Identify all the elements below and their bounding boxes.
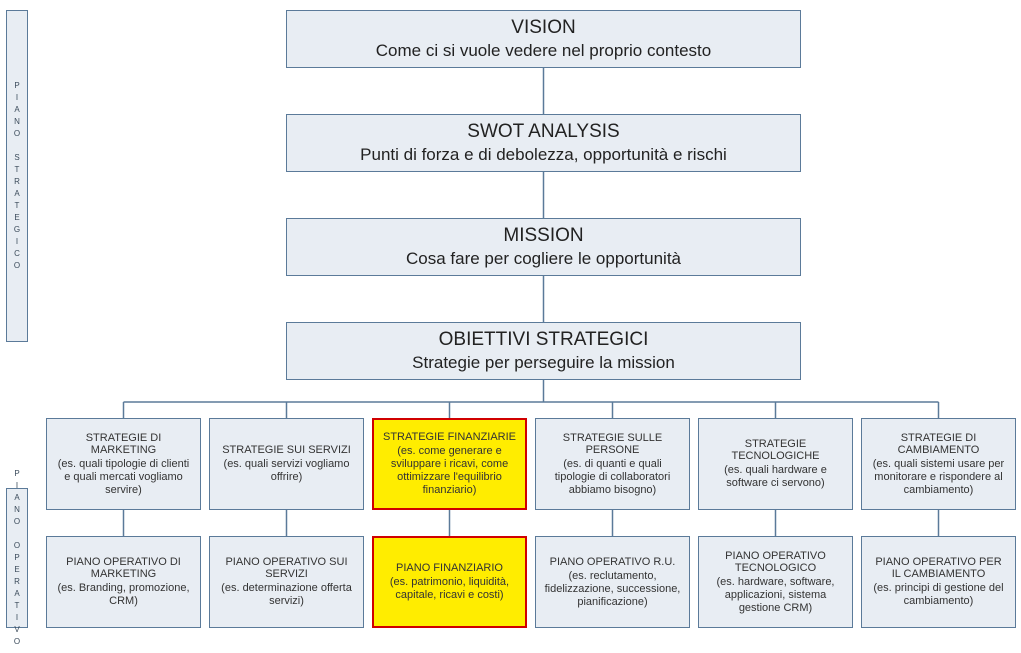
plan-node-0: PIANO OPERATIVO DI MARKETING(es. Brandin… xyxy=(46,536,201,628)
small-node-sub: (es. principi di gestione del cambiament… xyxy=(870,582,1007,608)
small-node-title: PIANO OPERATIVO DI MARKETING xyxy=(55,556,192,580)
small-node-sub: (es. quali servizi vogliamo offrire) xyxy=(218,458,355,484)
top-node-title: VISION xyxy=(511,17,575,39)
top-node-sub: Come ci si vuole vedere nel proprio cont… xyxy=(376,41,711,61)
strategy-node-1: STRATEGIE SUI SERVIZI (es. quali servizi … xyxy=(209,418,364,510)
plan-node-4: PIANO OPERATIVO TECNOLOGICO(es. hardware… xyxy=(698,536,853,628)
top-node-title: OBIETTIVI STRATEGICI xyxy=(439,329,649,351)
strategy-node-4: STRATEGIE TECNOLOGICHE(es. quali hardwar… xyxy=(698,418,853,510)
small-node-sub: (es. quali hardware e software ci servon… xyxy=(707,464,844,490)
small-node-title: STRATEGIE TECNOLOGICHE xyxy=(707,438,844,462)
plan-node-3: PIANO OPERATIVO R.U. (es. reclutamento, f… xyxy=(535,536,690,628)
small-node-sub: (es. patrimonio, liquidità, capitale, ri… xyxy=(382,576,517,602)
top-node-3: OBIETTIVI STRATEGICIStrategie per perseg… xyxy=(286,322,801,380)
small-node-sub: (es. determinazione offerta servizi) xyxy=(218,582,355,608)
small-node-title: PIANO OPERATIVO TECNOLOGICO xyxy=(707,550,844,574)
strategy-node-2: STRATEGIE FINANZIARIE (es. come generare … xyxy=(372,418,527,510)
small-node-title: STRATEGIE DI CAMBIAMENTO xyxy=(870,432,1007,456)
diagram-area: VISIONCome ci si vuole vedere nel propri… xyxy=(36,0,1021,653)
small-node-sub: (es. Branding, promozione, CRM) xyxy=(55,582,192,608)
plan-node-2: PIANO FINANZIARIO (es. patrimonio, liquid… xyxy=(372,536,527,628)
small-node-title: STRATEGIE SULLE PERSONE xyxy=(544,432,681,456)
top-node-sub: Punti di forza e di debolezza, opportuni… xyxy=(360,145,727,165)
top-node-title: SWOT ANALYSIS xyxy=(467,121,619,143)
side-label-strategic: PIANO STRATEGICO xyxy=(6,10,28,342)
small-node-sub: (es. hardware, software, applicazioni, s… xyxy=(707,576,844,615)
plan-node-5: PIANO OPERATIVO PER IL CAMBIAMENTO(es. p… xyxy=(861,536,1016,628)
strategy-node-3: STRATEGIE SULLE PERSONE(es. di quanti e … xyxy=(535,418,690,510)
small-node-title: PIANO OPERATIVO R.U. xyxy=(550,556,676,568)
top-node-sub: Cosa fare per cogliere le opportunità xyxy=(406,249,681,269)
strategy-node-0: STRATEGIE DI MARKETING(es. quali tipolog… xyxy=(46,418,201,510)
top-node-0: VISIONCome ci si vuole vedere nel propri… xyxy=(286,10,801,68)
small-node-sub: (es. quali tipologie di clienti e quali … xyxy=(55,458,192,497)
plan-node-1: PIANO OPERATIVO SUI SERVIZI(es. determin… xyxy=(209,536,364,628)
top-node-title: MISSION xyxy=(503,225,583,247)
side-label-operative: PIANO OPERATIVO xyxy=(6,488,28,628)
small-node-title: PIANO FINANZIARIO xyxy=(396,562,503,574)
small-node-title: PIANO OPERATIVO SUI SERVIZI xyxy=(218,556,355,580)
strategy-node-5: STRATEGIE DI CAMBIAMENTO(es. quali siste… xyxy=(861,418,1016,510)
small-node-title: STRATEGIE DI MARKETING xyxy=(55,432,192,456)
top-node-sub: Strategie per perseguire la mission xyxy=(412,353,675,373)
small-node-title: STRATEGIE FINANZIARIE xyxy=(383,431,516,443)
small-node-sub: (es. come generare e sviluppare i ricavi… xyxy=(382,445,517,497)
top-node-1: SWOT ANALYSISPunti di forza e di debolez… xyxy=(286,114,801,172)
small-node-sub: (es. quali sistemi usare per monitorare … xyxy=(870,458,1007,497)
small-node-sub: (es. di quanti e quali tipologie di coll… xyxy=(544,458,681,497)
small-node-title: STRATEGIE SUI SERVIZI xyxy=(222,444,351,456)
top-node-2: MISSIONCosa fare per cogliere le opportu… xyxy=(286,218,801,276)
small-node-sub: (es. reclutamento, fidelizzazione, succe… xyxy=(544,570,681,609)
small-node-title: PIANO OPERATIVO PER IL CAMBIAMENTO xyxy=(870,556,1007,580)
